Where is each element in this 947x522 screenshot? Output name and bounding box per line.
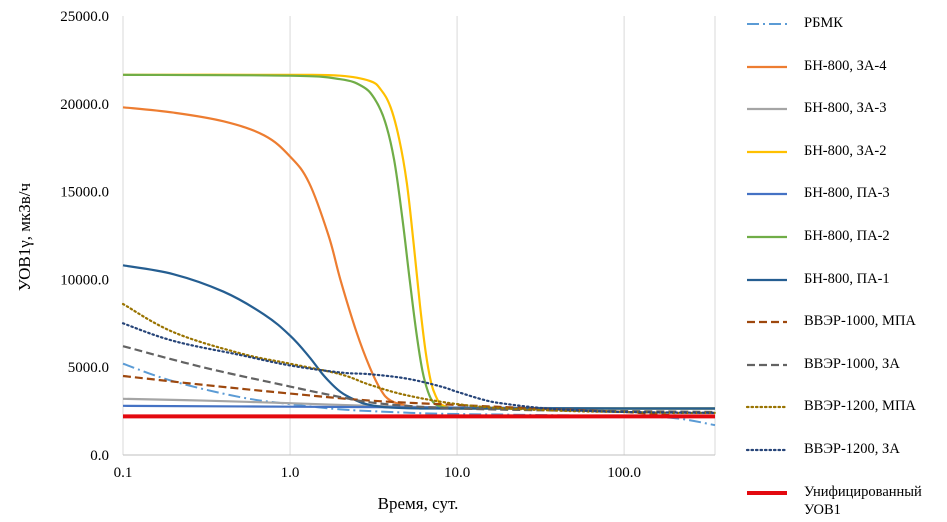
legend-item: ВВЭР-1200, МПА	[745, 397, 934, 419]
x-tick-label: 10.0	[444, 465, 470, 481]
legend-label: ВВЭР-1200, ЗА	[804, 441, 900, 457]
legend-item: БН-800, ЗА-2	[745, 142, 934, 164]
legend-swatch	[747, 23, 787, 25]
legend-swatch	[747, 235, 787, 239]
legend-label: Унифицированный УОВ1	[804, 483, 922, 518]
legend-item: БН-800, ЗА-3	[745, 99, 934, 121]
legend-item: БН-800, ЗА-4	[745, 57, 934, 79]
legend-label: РБМК	[804, 15, 843, 31]
series-line-7	[122, 374, 716, 418]
legend-item: ВВЭР-1200, ЗА	[745, 440, 934, 462]
series-line-3	[122, 73, 715, 410]
legend-swatch	[747, 193, 787, 196]
gridlines	[122, 16, 716, 455]
y-tick-label: 0.0	[90, 448, 109, 464]
y-tick-label: 20000.0	[60, 97, 109, 113]
y-axis-title: УОВ1γ, мкЗв/ч	[15, 182, 34, 291]
legend-swatch	[747, 108, 787, 111]
legend-swatch	[747, 278, 787, 281]
series-layer	[121, 73, 717, 427]
legend-label: БН-800, ЗА-3	[804, 100, 887, 117]
y-tick-label: 5000.0	[68, 360, 109, 376]
legend-item: БН-800, ПА-1	[745, 270, 934, 292]
y-tick-label: 15000.0	[60, 185, 109, 201]
x-tick-label: 1.0	[281, 465, 300, 481]
legend-label: БН-800, ПА-2	[804, 228, 890, 244]
legend-item: Унифицированный УОВ1	[745, 483, 934, 518]
y-tick-label: 25000.0	[60, 9, 109, 25]
legend-swatch	[745, 448, 789, 452]
legend-label: БН-800, ПА-1	[804, 270, 890, 287]
legend-swatch	[747, 490, 787, 495]
legend-item: БН-800, ПА-3	[745, 184, 934, 206]
series-line-8	[122, 345, 716, 414]
x-axis-title: Время, сут.	[378, 494, 459, 513]
legend-label: БН-800, ЗА-2	[804, 142, 887, 159]
legend-label: ВВЭР-1200, МПА	[804, 398, 916, 415]
legend-label: ВВЭР-1000, ЗА	[804, 355, 900, 372]
legend-swatch	[747, 321, 787, 324]
legend-label: ВВЭР-1000, МПА	[804, 313, 916, 330]
axes: 0.1 1.0 10.0 100.0 0.0 5000.0 10000.0 15000.0 20…	[60, 9, 715, 481]
legend-swatch	[745, 406, 789, 409]
series-line-1	[122, 106, 715, 410]
legend-item: РБМК	[745, 14, 934, 36]
y-tick-label: 10000.0	[60, 272, 109, 288]
series-line-10	[121, 322, 717, 414]
legend-item: БН-800, ПА-2	[745, 227, 934, 249]
legend-swatch	[747, 65, 787, 68]
legend-label: БН-800, ПА-3	[804, 185, 890, 202]
x-tick-label: 100.0	[607, 465, 641, 481]
legend-label: БН-800, ЗА-4	[804, 57, 887, 74]
legend-item: ВВЭР-1000, МПА	[745, 312, 934, 334]
legend-swatch	[747, 363, 787, 366]
legend-item: ВВЭР-1000, ЗА	[745, 355, 934, 377]
series-line-9	[121, 302, 717, 415]
x-tick-label: 0.1	[114, 465, 133, 481]
series-line-5	[122, 73, 715, 410]
legend-swatch	[747, 150, 787, 153]
